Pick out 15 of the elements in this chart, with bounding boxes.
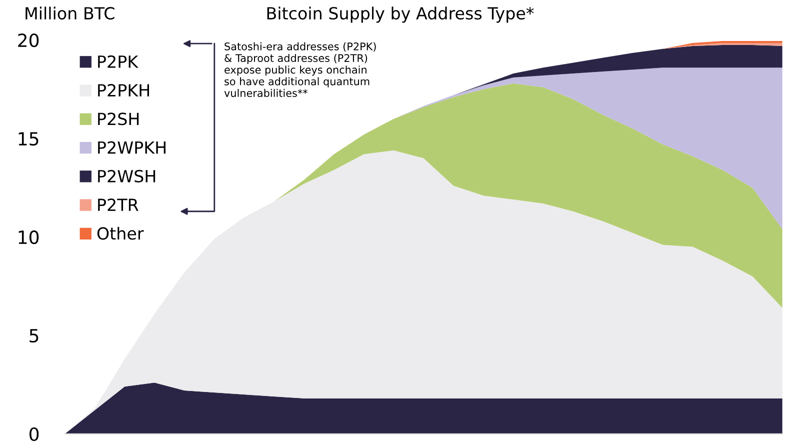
legend-label: P2WSH [98,170,156,182]
legend-label: P2PKH [98,84,149,96]
y-tick-label: 15 [18,132,38,146]
chart-title: Bitcoin Supply by Address Type* [267,6,534,23]
legend-label: P2WPKH [98,141,166,154]
legend-label: P2SH [98,112,139,126]
y-tick-label: 5 [30,329,38,343]
y-tick-label: 20 [18,34,39,48]
legend-label: P2TR [98,198,138,211]
annotation: Satoshi-era addresses (P2PK) & Taproot addresses (P2TR) expose public keys onchain so have additional quantum vulnerabilities** [224,42,376,97]
y-tick-label: 10 [18,230,39,244]
legend-label: P2PK [98,55,138,68]
legend-label: Other [97,226,144,240]
y-tick-label: 0 [30,427,39,441]
y-axis-title: Million BTC [26,6,114,20]
